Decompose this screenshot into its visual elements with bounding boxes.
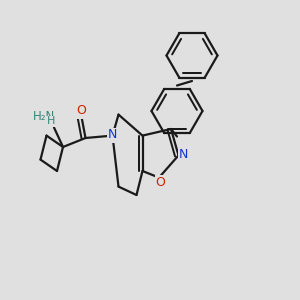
- Text: H₂N: H₂N: [33, 110, 55, 123]
- Text: H: H: [47, 116, 55, 127]
- Text: O: O: [156, 176, 165, 189]
- Text: O: O: [76, 104, 86, 118]
- Text: N: N: [108, 128, 117, 142]
- Text: N: N: [179, 148, 189, 161]
